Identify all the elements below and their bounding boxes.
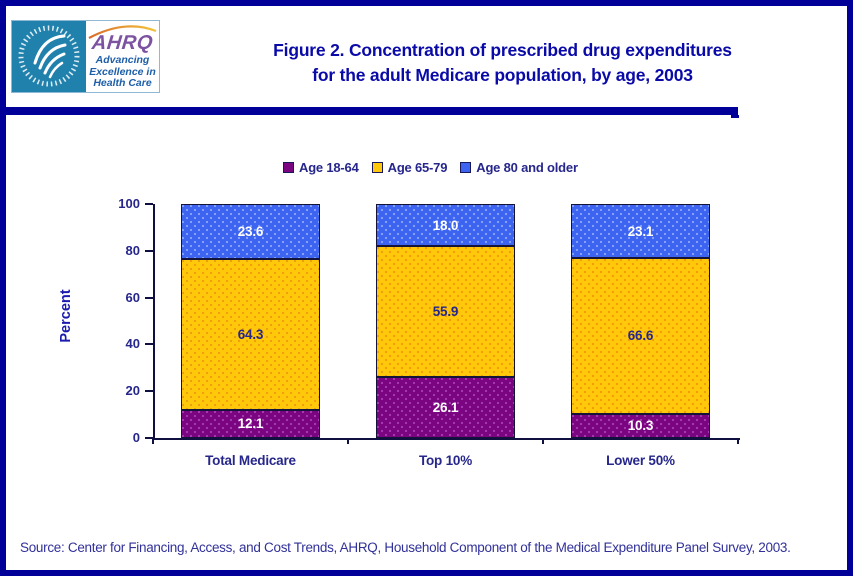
ahrq-tagline-line3: Health Care: [93, 77, 152, 89]
category-label: Top 10%: [418, 453, 473, 468]
y-tick: [145, 390, 153, 393]
ahrq-tagline-line1: Advancing: [95, 54, 150, 66]
y-axis-label: Percent: [58, 289, 74, 343]
legend-item: Age 18-64: [283, 160, 359, 175]
legend-label: Age 80 and older: [476, 160, 578, 175]
segment-value-label: 23.1: [627, 223, 654, 239]
segment-value-label: 10.3: [627, 418, 654, 434]
y-tick-label: 0: [132, 430, 140, 445]
bar-segment: 10.3: [571, 413, 710, 438]
x-tick: [152, 438, 154, 444]
y-tick: [145, 296, 153, 299]
x-axis-line: [153, 438, 740, 440]
bar-segment: 12.1: [181, 409, 320, 438]
segment-value-label: 26.1: [432, 399, 459, 415]
x-tick: [542, 438, 544, 444]
segment-value-label: 64.3: [237, 326, 264, 342]
header-divider-notch: [731, 115, 739, 118]
category-label: Total Medicare: [205, 453, 296, 468]
y-tick-label: 60: [125, 289, 140, 305]
header-divider-bar: [6, 107, 738, 115]
bar-segment: 23.6: [181, 204, 320, 260]
segment-value-label: 66.6: [627, 328, 654, 344]
segment-value-label: 12.1: [237, 416, 264, 432]
y-tick: [145, 249, 153, 252]
hhs-seal: [12, 21, 86, 92]
x-tick: [347, 438, 349, 444]
stacked-bar: 10.3 66.6 23.1: [571, 204, 710, 438]
y-tick-label: 80: [125, 242, 140, 258]
legend-swatch: [460, 162, 472, 173]
title-line-2: for the adult Medicare population, by ag…: [312, 65, 693, 85]
category-label: Lower 50%: [606, 453, 675, 468]
segment-value-label: 55.9: [432, 304, 459, 320]
hhs-ahrq-logo: AHRQ Advancing Excellence in Health Care: [11, 20, 160, 93]
title-line-1: Figure 2. Concentration of prescribed dr…: [273, 40, 732, 60]
bar-segment: 64.3: [181, 259, 320, 410]
y-tick-label: 40: [125, 336, 140, 352]
segment-value-label: 23.6: [237, 224, 264, 240]
legend-item: Age 80 and older: [460, 160, 578, 175]
ahrq-tagline-line2: Excellence in: [89, 65, 156, 78]
legend: Age 18-64 Age 65-79 Age 80 and older: [283, 160, 578, 175]
source-note: Source: Center for Financing, Access, an…: [20, 540, 791, 555]
x-tick: [737, 438, 739, 444]
stacked-bar: 12.1 64.3 23.6: [181, 204, 320, 438]
y-axis-line: [153, 204, 155, 440]
figure-title: Figure 2. Concentration of prescribed dr…: [166, 38, 839, 88]
ahrq-arc-icon: [88, 25, 157, 39]
bar-segment: 26.1: [376, 376, 515, 438]
y-tick: [145, 203, 153, 205]
y-tick: [145, 343, 153, 346]
stacked-bar: 26.1 55.9 18.0: [376, 204, 515, 438]
y-tick-label: 20: [125, 383, 140, 399]
ahrq-tagline: Advancing Excellence in Health Care: [86, 54, 159, 90]
legend-item: Age 65-79: [371, 160, 448, 175]
legend-swatch: [283, 162, 294, 173]
y-tick: [145, 437, 153, 439]
legend-label: Age 18-64: [299, 160, 359, 175]
hhs-seal-icon: [18, 25, 80, 87]
y-tick-label: 100: [118, 196, 140, 211]
ahrq-logo: AHRQ Advancing Excellence in Health Care: [86, 21, 159, 92]
bar-segment: 18.0: [376, 204, 515, 247]
bar-segment: 23.1: [571, 204, 710, 259]
segment-value-label: 18.0: [432, 217, 459, 233]
bar-segment: 55.9: [376, 246, 515, 377]
legend-label: Age 65-79: [387, 160, 448, 175]
bar-segment: 66.6: [571, 258, 710, 414]
legend-swatch: [371, 162, 383, 173]
chart-area: Percent 0 20 40 60 80 100 12.1 64.3 23.6 Total Me…: [6, 6, 847, 570]
